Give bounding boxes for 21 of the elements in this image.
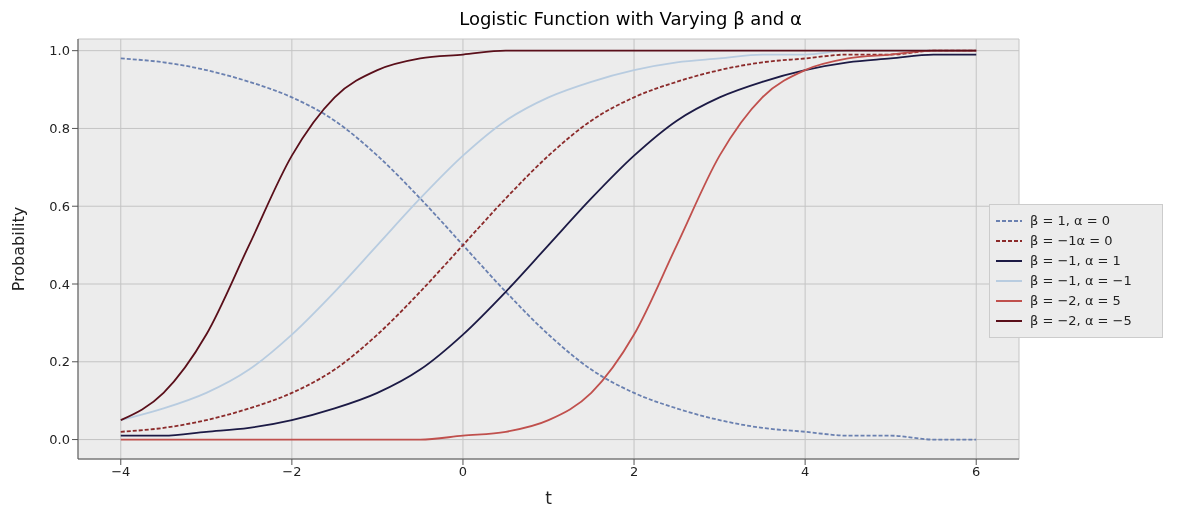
x-tick-label: −2	[282, 464, 302, 480]
x-tick-label: 0	[458, 464, 468, 480]
legend-label: β = −1, α = 1	[1030, 252, 1121, 270]
chart-title: Logistic Function with Varying β and α	[458, 8, 803, 31]
x-tick-label: −4	[111, 464, 131, 480]
y-tick-label: 0.2	[49, 354, 70, 370]
x-tick-label: 4	[801, 464, 810, 480]
y-tick-label: 1.0	[49, 43, 70, 59]
y-tick-label: 0.6	[49, 198, 70, 214]
y-tick-label: 0.4	[49, 276, 70, 292]
legend-label: β = −2, α = −5	[1030, 312, 1132, 330]
legend-label: β = −1α = 0	[1030, 232, 1113, 250]
legend-label: β = −2, α = 5	[1030, 292, 1121, 310]
legend-label: β = −1, α = −1	[1030, 272, 1132, 290]
x-tick-label: 2	[629, 464, 639, 480]
legend-label: β = 1, α = 0	[1030, 212, 1110, 230]
y-tick-label: 0.0	[49, 432, 70, 448]
y-axis-title: Probability	[8, 206, 28, 292]
y-tick-label: 0.8	[49, 121, 70, 137]
x-tick-label: 6	[972, 464, 981, 480]
x-axis-title: t	[545, 488, 553, 508]
